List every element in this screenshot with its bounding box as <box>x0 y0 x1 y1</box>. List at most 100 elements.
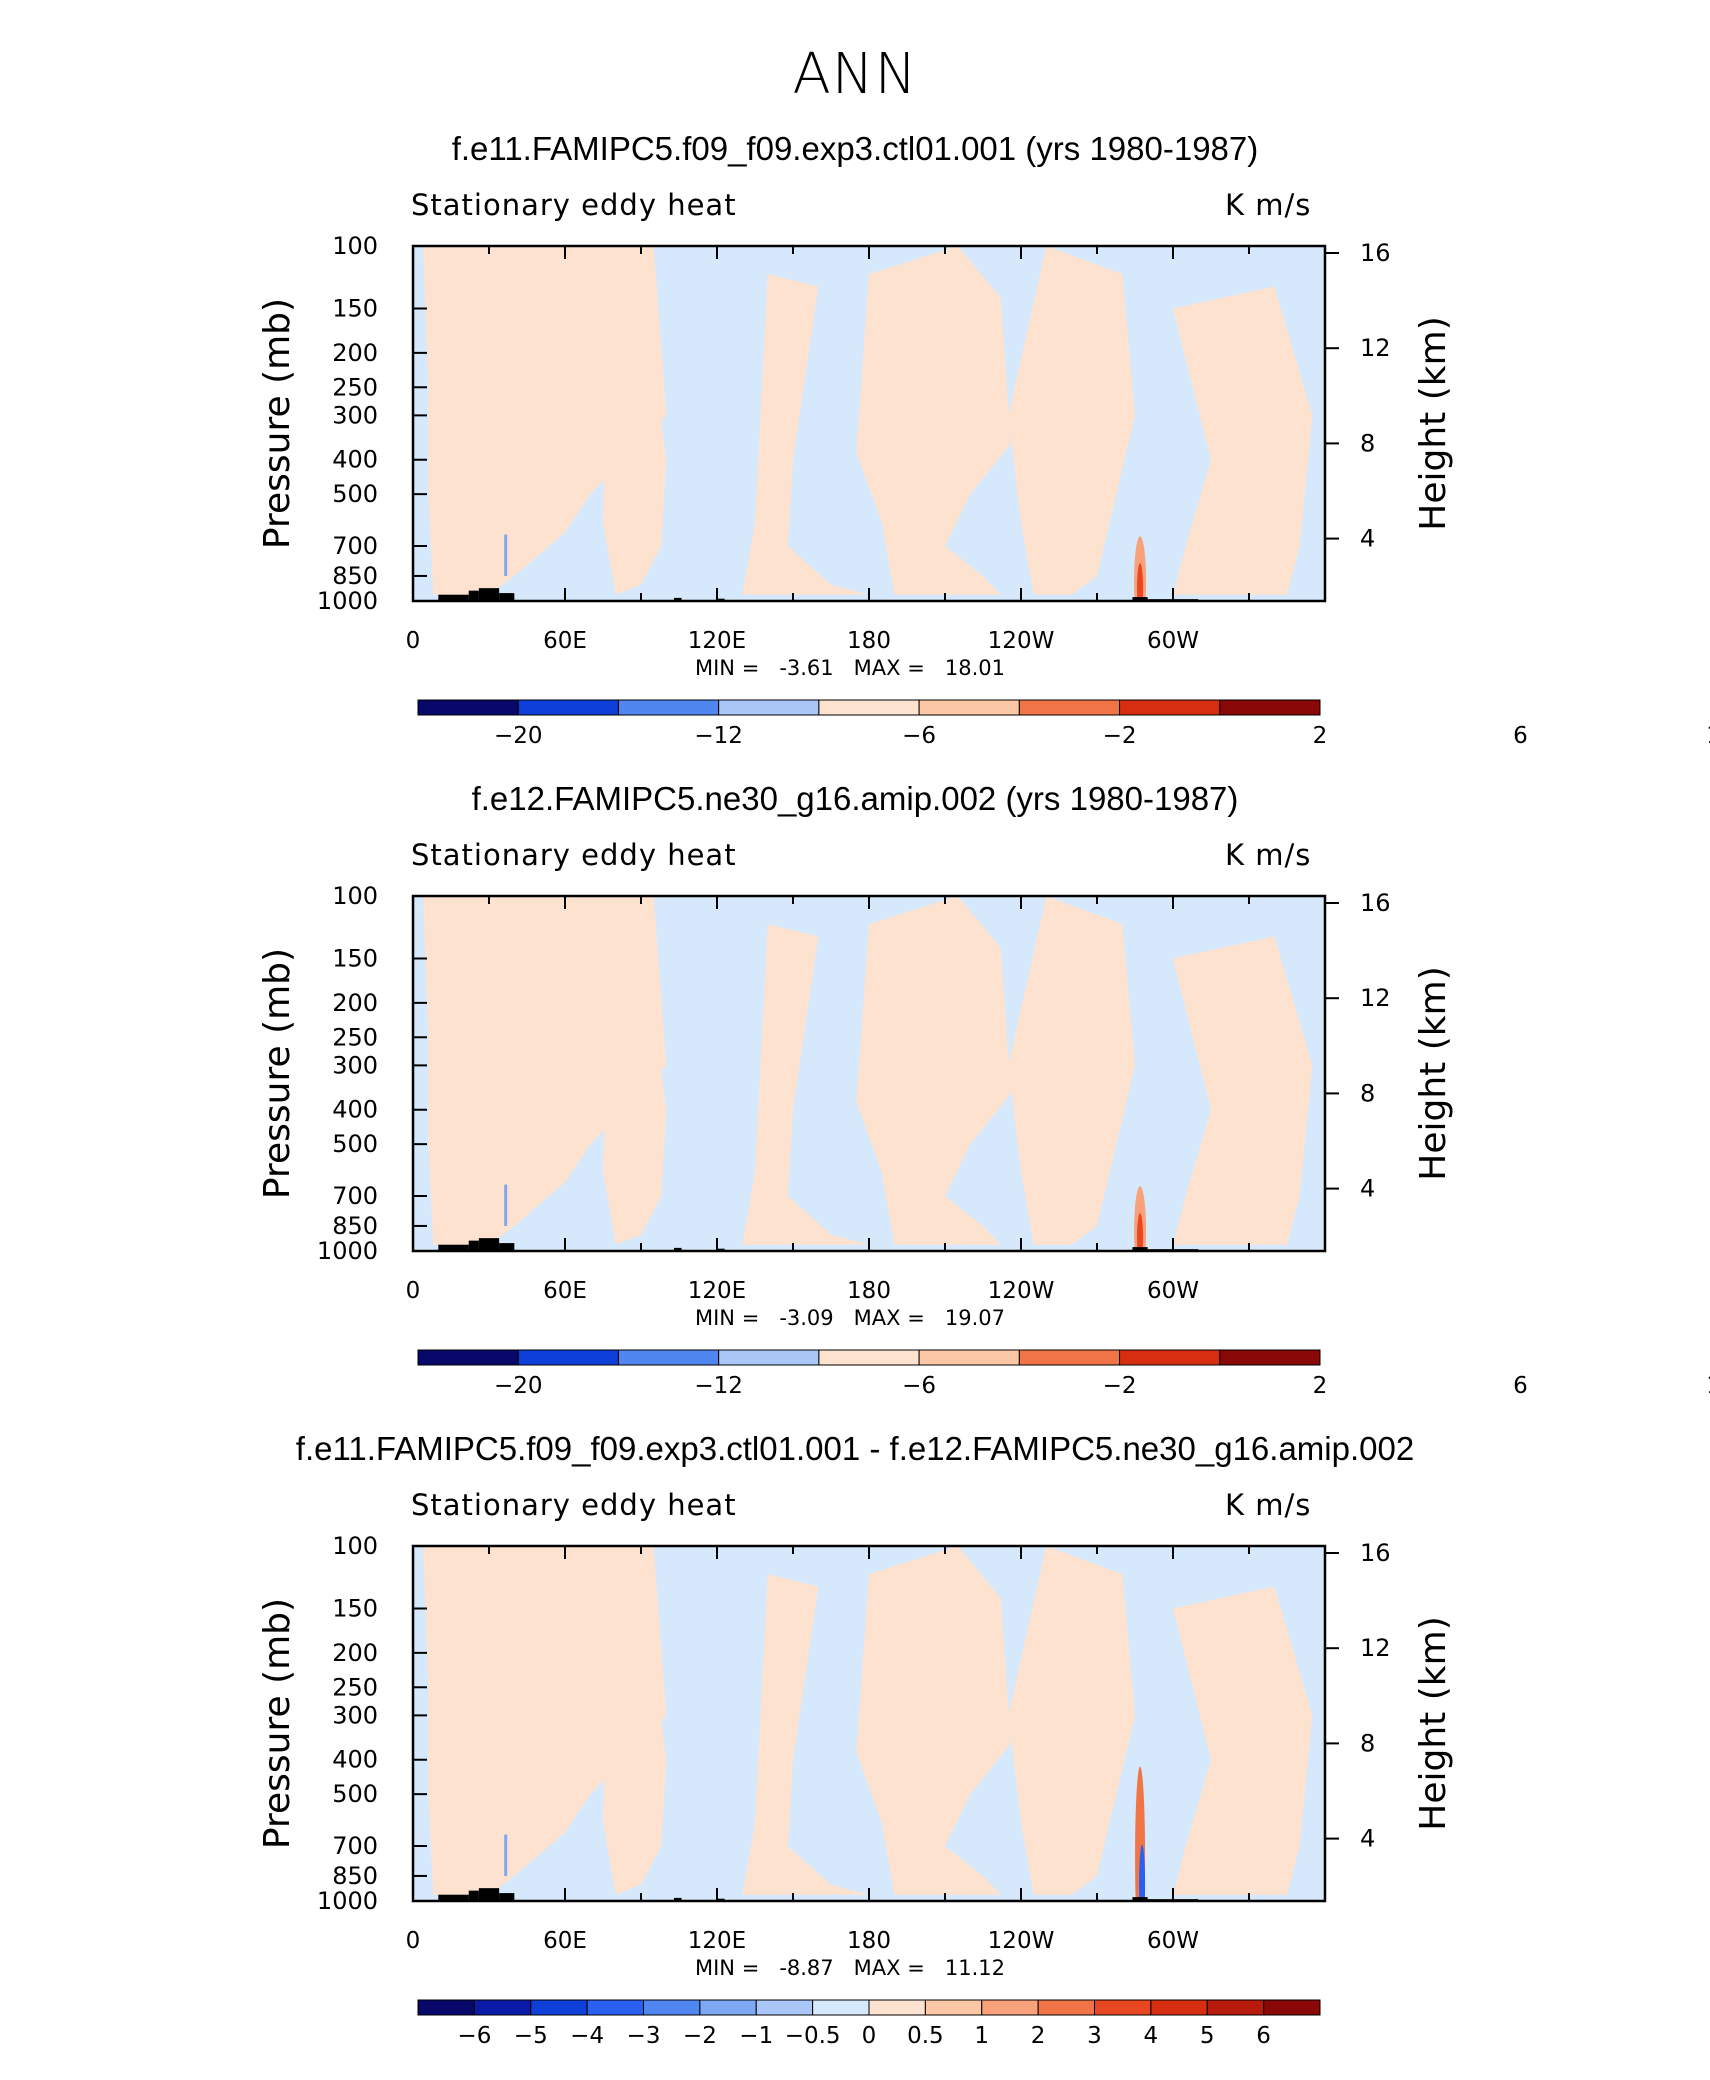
panel-subtitle: Stationary eddy heat <box>411 1488 737 1522</box>
colorbar-label: −20 <box>494 723 543 749</box>
y-tick-label: 100 <box>332 232 378 260</box>
topography <box>1132 1897 1148 1901</box>
y-right-tick-label: 12 <box>1360 334 1391 362</box>
positive-region <box>856 1546 1011 1895</box>
y-tick-label: 500 <box>332 1130 378 1158</box>
y-tick-label: 300 <box>332 1051 378 1079</box>
colorbar-label: −12 <box>694 723 743 749</box>
x-tick-label: 0 <box>406 1278 421 1304</box>
x-tick-label: 60W <box>1147 1928 1199 1954</box>
panel-1: f.e11.FAMIPC5.f09_f09.exp3.ctl01.001 (yr… <box>0 130 1710 780</box>
topography <box>438 594 469 601</box>
topography <box>438 1894 469 1901</box>
x-tick-label: 120W <box>988 1278 1055 1304</box>
y-tick-label: 400 <box>332 446 378 474</box>
colorbar-box <box>417 1349 519 1366</box>
y-tick-label: 500 <box>332 480 378 508</box>
colorbar-box <box>918 699 1020 716</box>
colorbar-label: −0.5 <box>785 2023 841 2049</box>
positive-region <box>1173 1586 1313 1895</box>
panel-units: K m/s <box>1225 838 1312 872</box>
y-right-axis-label: Height (km) <box>1413 966 1454 1180</box>
colorbar-box <box>1119 1349 1221 1366</box>
colorbar-label: −5 <box>514 2023 548 2049</box>
topography <box>1132 1247 1148 1251</box>
colorbar-box <box>417 699 519 716</box>
colorbar-label: 0 <box>862 2023 877 2049</box>
colorbar-label: 12 <box>1706 1373 1710 1399</box>
colorbar-label: 4 <box>1144 2023 1159 2049</box>
y-tick-label: 700 <box>332 1832 378 1860</box>
min-max-stats: MIN = -3.09 MAX = 19.07 <box>695 1306 1005 1330</box>
strong-positive-core <box>1137 1213 1144 1251</box>
y-tick-label: 250 <box>332 1673 378 1701</box>
field-contours <box>423 1546 1313 1901</box>
positive-region <box>1008 1546 1135 1895</box>
colorbar-label: 3 <box>1087 2023 1102 2049</box>
colorbar-label: −2 <box>1103 1373 1137 1399</box>
colorbar-box <box>755 1999 814 2016</box>
positive-region <box>1173 286 1313 595</box>
y-tick-label: 1000 <box>317 587 378 615</box>
y-tick-label: 1000 <box>317 1237 378 1265</box>
x-tick-label: 120W <box>988 628 1055 654</box>
y-tick-label: 150 <box>332 945 378 973</box>
topography <box>673 597 682 601</box>
colorbar-label: −6 <box>457 2023 491 2049</box>
y-right-tick-label: 8 <box>1360 1729 1375 1757</box>
colorbar-label: −3 <box>627 2023 661 2049</box>
y-right-axis-label: Height (km) <box>1413 1616 1454 1830</box>
heatmap-plot: 0 60E 120E 180 120W 60W1001502002503004005007… <box>257 882 1710 1399</box>
positive-region <box>423 246 667 595</box>
y-right-tick-label: 12 <box>1360 1634 1391 1662</box>
y-tick-label: 100 <box>332 882 378 910</box>
topography <box>468 1890 479 1901</box>
y-right-tick-label: 4 <box>1360 525 1375 553</box>
min-max-stats: MIN = -3.61 MAX = 18.01 <box>695 656 1005 680</box>
y-tick-label: 700 <box>332 1182 378 1210</box>
x-tick-label: 60W <box>1147 1278 1199 1304</box>
panel-units: K m/s <box>1225 1488 1312 1522</box>
panel-units: K m/s <box>1225 188 1312 222</box>
field-contours <box>423 246 1313 601</box>
colorbar-box <box>1263 1999 1321 2016</box>
colorbar-label: −1 <box>739 2023 773 2049</box>
panel-subtitle: Stationary eddy heat <box>411 188 737 222</box>
colorbar-label: −4 <box>570 2023 604 2049</box>
colorbar-label: 2 <box>1313 1373 1328 1399</box>
colorbar-label: 2 <box>1031 2023 1046 2049</box>
topography <box>1132 597 1148 601</box>
x-tick-label: 60E <box>543 628 587 654</box>
y-tick-label: 500 <box>332 1780 378 1808</box>
positive-region <box>856 246 1011 595</box>
colorbar-label: 6 <box>1256 2023 1271 2049</box>
colorbar-box <box>699 1999 757 2016</box>
min-max-stats: MIN = -8.87 MAX = 11.12 <box>695 1956 1005 1980</box>
strong-negative-feature <box>1139 1844 1146 1901</box>
colorbar-box <box>1219 1349 1321 1366</box>
colorbar-box <box>868 1999 926 2016</box>
x-tick-label: 60W <box>1147 628 1199 654</box>
y-right-axis-label: Height (km) <box>1413 316 1454 530</box>
heatmap-plot: 0 60E 120E 180 120W 60W1001502002503004005007… <box>257 1532 1454 2049</box>
y-tick-label: 150 <box>332 295 378 323</box>
x-tick-label: 120E <box>688 1928 746 1954</box>
x-tick-label: 0 <box>406 1928 421 1954</box>
x-tick-label: 180 <box>847 1278 891 1304</box>
colorbar-box <box>586 1999 644 2016</box>
colorbar-label: −2 <box>683 2023 717 2049</box>
y-tick-label: 150 <box>332 1595 378 1623</box>
topography <box>468 1240 479 1251</box>
x-tick-label: 180 <box>847 1928 891 1954</box>
colorbar-box <box>517 699 619 716</box>
positive-region <box>742 274 869 595</box>
topography <box>499 1893 515 1901</box>
positive-region <box>423 1546 667 1895</box>
positive-region <box>1008 896 1135 1245</box>
topography <box>499 593 515 601</box>
y-tick-label: 850 <box>332 562 378 590</box>
colorbar-label: 2 <box>1313 723 1328 749</box>
y-tick-label: 100 <box>332 1532 378 1560</box>
y-right-tick-label: 8 <box>1360 1079 1375 1107</box>
colorbar-label: −20 <box>494 1373 543 1399</box>
